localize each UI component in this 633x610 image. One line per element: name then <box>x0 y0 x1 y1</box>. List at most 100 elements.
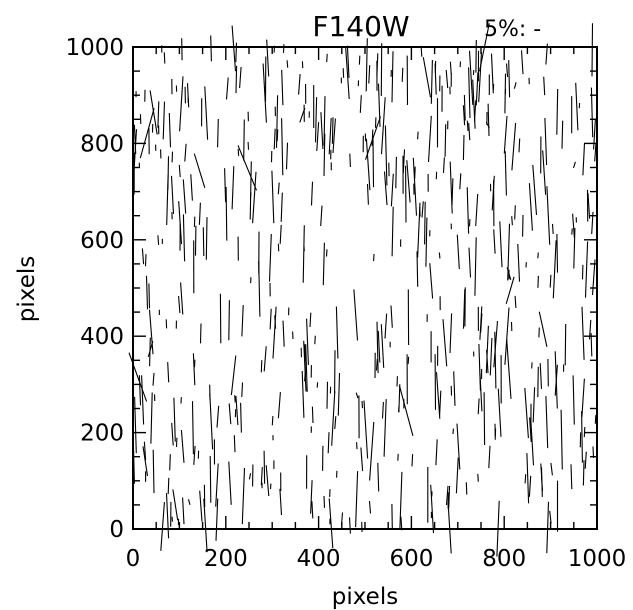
y-tick-label: 800 <box>80 131 124 157</box>
polarization-vector <box>191 401 194 455</box>
polarization-vector <box>281 118 284 176</box>
polarization-vector <box>148 283 151 309</box>
polarization-vector <box>162 101 166 140</box>
polarization-vector <box>377 330 381 363</box>
polarization-vector <box>187 499 191 505</box>
polarization-vector <box>584 451 587 469</box>
plot-frame <box>132 46 598 530</box>
polarization-vector <box>314 97 318 143</box>
polarization-vector <box>225 186 228 241</box>
polarization-vector <box>503 115 508 154</box>
polarization-vector <box>508 60 511 98</box>
polarization-vector <box>139 108 155 159</box>
polarization-vector <box>225 77 229 100</box>
polarization-vector <box>401 67 404 82</box>
polarization-vector <box>380 97 386 155</box>
polarization-vector <box>542 150 547 195</box>
polarization-vector <box>494 331 497 389</box>
polarization-vector <box>369 421 375 481</box>
y-tick-label: 400 <box>80 324 124 350</box>
polarization-vector <box>216 405 220 428</box>
polarization-vector <box>435 372 441 419</box>
polarization-vector <box>231 166 235 210</box>
polarization-vector <box>193 153 206 188</box>
polarization-vector <box>349 153 351 168</box>
x-tick-label: 400 <box>297 546 341 572</box>
polarization-vector <box>417 131 419 140</box>
polarization-vector <box>439 390 442 416</box>
polarization-vector <box>537 275 539 288</box>
polarization-vector <box>152 372 155 386</box>
polarization-vector <box>584 241 589 298</box>
polarization-vector <box>302 225 305 283</box>
polarization-vector <box>528 475 532 497</box>
polarization-vector <box>488 445 491 469</box>
polarization-vector <box>224 168 227 203</box>
polarization-vector <box>572 375 575 425</box>
polarization-vector <box>241 382 244 397</box>
y-tick-label: 0 <box>109 517 124 543</box>
polarization-vector <box>375 358 378 371</box>
polarization-vector <box>479 306 483 340</box>
polarization-vector <box>552 240 557 299</box>
polarization-vector <box>421 201 424 218</box>
polarization-vector <box>215 498 219 541</box>
polarization-vector <box>285 142 289 170</box>
polarization-vector <box>391 51 394 103</box>
polarization-vector <box>594 415 597 424</box>
polarization-vector <box>241 467 246 525</box>
polarization-vector <box>438 252 441 259</box>
polarization-vector <box>487 103 490 137</box>
polarization-vector <box>474 237 477 296</box>
polarization-vector <box>537 366 539 398</box>
polarization-vector <box>417 202 421 258</box>
polarization-vector <box>173 397 176 442</box>
polarization-vector <box>442 157 445 173</box>
polarization-vector <box>363 400 369 459</box>
y-axis-label: pixels <box>14 256 40 322</box>
polarization-vector <box>305 344 308 392</box>
polarization-vector <box>587 193 591 219</box>
polarization-vector <box>530 418 535 466</box>
polarization-vector <box>204 86 209 140</box>
polarization-vector <box>203 498 208 553</box>
vector-field <box>128 23 597 557</box>
polarization-vector <box>456 234 460 270</box>
polarization-vector <box>323 495 326 508</box>
polarization-vector <box>376 321 379 374</box>
polarization-vector <box>249 161 252 220</box>
polarization-vector <box>539 363 543 389</box>
polarization-vector <box>570 464 573 490</box>
polarization-vector <box>546 501 550 554</box>
polarization-vector <box>228 300 230 341</box>
polarization-vector <box>475 193 479 227</box>
polarization-vector <box>526 453 530 504</box>
polarization-vector <box>549 274 552 288</box>
polarization-vector <box>412 157 418 216</box>
polarization-vector <box>320 205 323 227</box>
polarization-vector <box>210 35 212 62</box>
polarization-vector <box>511 123 517 171</box>
polarization-vector <box>466 120 469 132</box>
polarization-vector <box>346 45 350 78</box>
polarization-vector <box>152 449 155 494</box>
polarization-vector <box>449 161 453 214</box>
polarization-vector <box>514 205 516 220</box>
polarization-vector <box>581 306 585 360</box>
polarization-vector <box>513 82 517 89</box>
polarization-vector <box>591 259 596 295</box>
polarization-vector <box>178 295 181 314</box>
polarization-vector <box>425 217 428 267</box>
polarization-vector <box>326 381 329 409</box>
x-tick-labels: 0 200 400 600 800 1000 <box>126 546 627 572</box>
polarization-vector <box>334 416 337 430</box>
polarization-vector <box>171 422 174 446</box>
x-tick-label: 800 <box>482 546 526 572</box>
polarization-vector <box>504 307 510 365</box>
polarization-vector <box>560 409 563 470</box>
polarization-vector <box>383 399 387 457</box>
polarization-vector <box>143 441 147 461</box>
polarization-vector <box>483 392 486 446</box>
polarization-vector <box>332 118 336 154</box>
polarization-vector <box>237 145 258 191</box>
